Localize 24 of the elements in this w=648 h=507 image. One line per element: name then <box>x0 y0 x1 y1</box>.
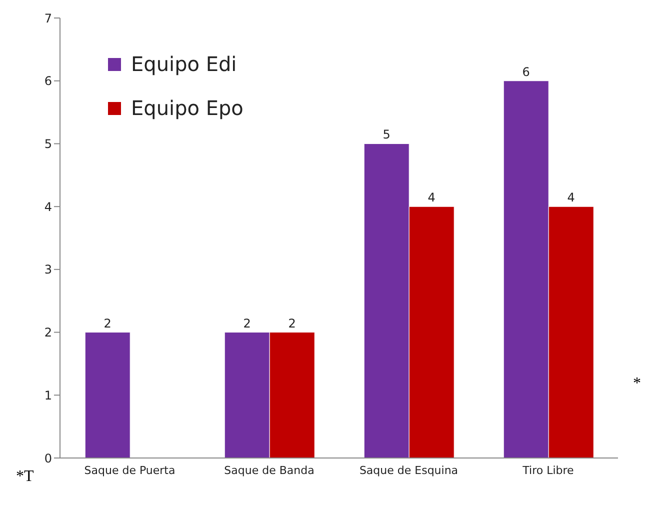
x-tick-label: Saque de Puerta <box>84 464 176 477</box>
y-tick-label: 2 <box>44 326 52 340</box>
x-tick-label: Tiro Libre <box>522 464 574 477</box>
y-tick-label: 3 <box>44 262 52 277</box>
y-tick-label: 4 <box>44 200 52 214</box>
bar <box>84 332 130 458</box>
data-label: 4 <box>428 190 436 205</box>
y-tick-label: 6 <box>44 74 52 88</box>
y-tick-label: 5 <box>44 136 52 151</box>
x-tick-label: Saque de Esquina <box>359 464 458 477</box>
x-tick-label: Saque de Banda <box>224 464 314 477</box>
text: * <box>633 375 641 393</box>
data-label: 2 <box>243 316 251 330</box>
data-label: 6 <box>522 64 530 79</box>
legend-label: Equipo Epo <box>131 96 244 120</box>
y-tick-label: 1 <box>44 388 52 402</box>
data-label: 5 <box>382 128 390 142</box>
data-label: 2 <box>104 316 112 330</box>
data-label: 2 <box>288 316 296 330</box>
data-label: 4 <box>567 190 575 205</box>
y-tick-label: 0 <box>44 451 52 466</box>
y-tick-label: 7 <box>44 11 52 26</box>
legend-label: Equipo Edi <box>131 52 237 76</box>
text: *T <box>16 468 34 486</box>
